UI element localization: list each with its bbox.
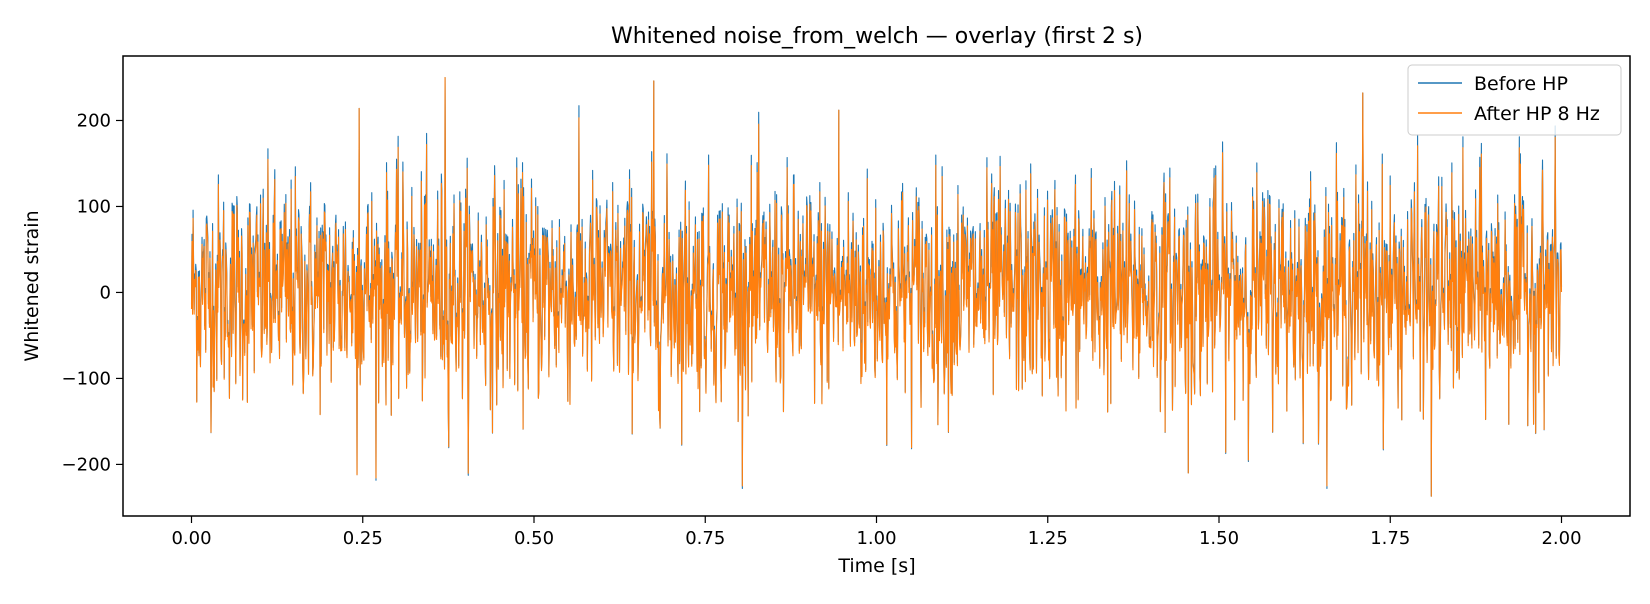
y-axis: −200 −100 0 100 200 <box>62 110 123 475</box>
x-tick-label: 2.00 <box>1541 528 1581 549</box>
series-line-after-hp <box>190 76 1563 497</box>
x-axis: 0.00 0.25 0.50 0.75 1.00 1.25 1.50 1.75 2.00 <box>171 516 1582 549</box>
legend-label-before-hp: Before HP <box>1474 73 1568 95</box>
x-tick-label: 0.25 <box>343 528 383 549</box>
legend: Before HP After HP 8 Hz <box>1407 64 1622 136</box>
plot-area <box>122 55 1631 517</box>
y-tick-label: 100 <box>77 196 111 217</box>
y-axis-label: Whitened strain <box>21 210 43 361</box>
x-tick-label: 1.00 <box>856 528 896 549</box>
chart-title: Whitened noise_from_welch — overlay (fir… <box>611 24 1143 49</box>
x-axis-label: Time [s] <box>837 555 915 577</box>
x-tick-label: 1.50 <box>1199 528 1239 549</box>
x-tick-label: 1.25 <box>1028 528 1068 549</box>
x-tick-label: 0.50 <box>514 528 554 549</box>
y-tick-label: 200 <box>77 110 111 131</box>
x-tick-label: 1.75 <box>1370 528 1410 549</box>
y-tick-label: 0 <box>100 282 111 303</box>
x-tick-label: 0.00 <box>171 528 211 549</box>
legend-label-after-hp: After HP 8 Hz <box>1474 103 1600 125</box>
y-tick-label: −200 <box>62 454 111 475</box>
x-tick-label: 0.75 <box>685 528 725 549</box>
y-tick-label: −100 <box>62 368 111 389</box>
